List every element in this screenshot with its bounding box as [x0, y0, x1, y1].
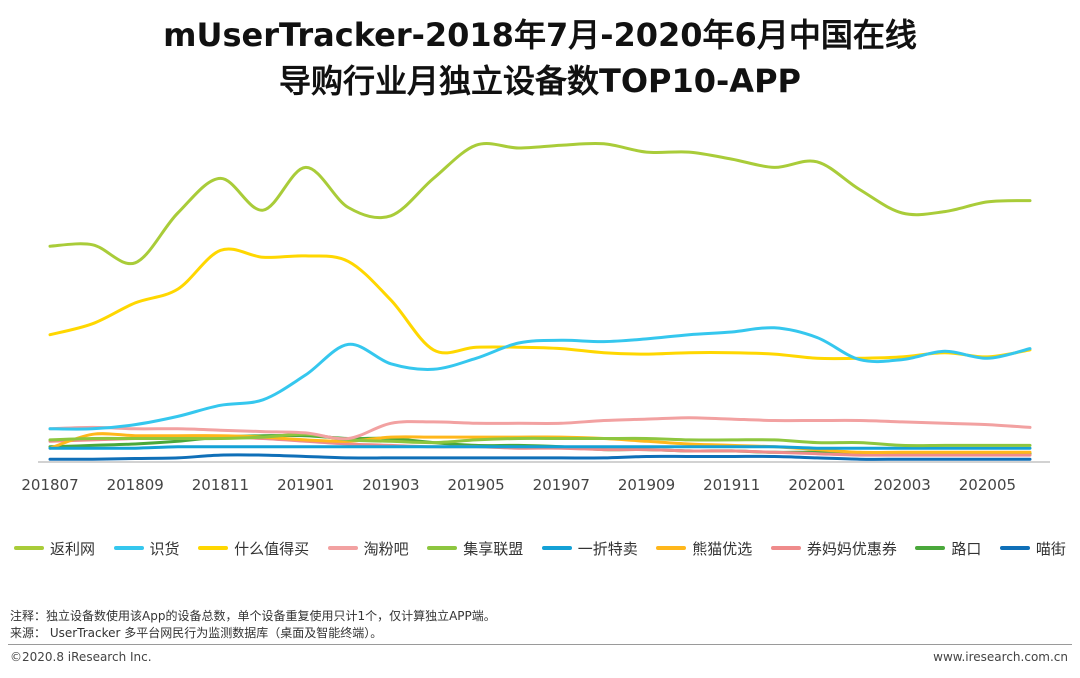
legend-item: 返利网: [14, 538, 95, 559]
legend-item: 喵街: [999, 538, 1066, 559]
legend-swatch: [999, 546, 1030, 550]
x-tick-label: 201911: [703, 476, 760, 494]
x-axis-ticks: 201807 201809 201811 201901 201903 201905 2019…: [21, 476, 1016, 494]
legend-item: 熊猫优选: [656, 538, 752, 559]
legend-item: 路口: [915, 538, 981, 559]
x-tick-label: 201903: [362, 476, 419, 494]
legend-swatch: [427, 546, 458, 550]
legend-label: 一折特卖: [577, 539, 638, 558]
legend-label: 返利网: [50, 539, 96, 558]
x-tick-label: 201909: [618, 476, 675, 494]
legend-item: 券妈妈优惠券: [770, 538, 897, 559]
legend-label: 券妈妈优惠券: [806, 539, 897, 558]
x-tick-label: 202003: [874, 476, 931, 494]
series-line-5: [48, 445, 1032, 450]
line-chart: 201807 201809 201811 201901 201903 201905 2019…: [21, 141, 1050, 494]
legend-label: 喵街: [1035, 539, 1066, 558]
legend-item: 什么值得买: [198, 538, 309, 559]
chart-legend: 返利网 识货 什么值得买 淘粉吧 集享联盟 一折特卖 熊猫优选 券妈妈优惠券 路口 喵街: [14, 534, 1066, 562]
series-line-9: [48, 453, 1032, 461]
legend-label: 识货: [149, 539, 180, 558]
legend-label: 淘粉吧: [363, 539, 409, 558]
series-line-4: [48, 432, 1032, 448]
chart-notes: 注释：独立设备数使用该App的设备总数，单个设备重复使用只计1个，仅计算独立AP…: [10, 608, 496, 642]
legend-swatch: [541, 546, 572, 550]
x-tick-label: 201905: [447, 476, 504, 494]
x-tick-label: 201809: [107, 476, 164, 494]
legend-item: 识货: [113, 538, 180, 559]
legend-item: 一折特卖: [541, 538, 638, 559]
legend-swatch: [14, 546, 44, 550]
copyright-text: ©2020.8 iResearch Inc.: [10, 650, 152, 664]
legend-swatch: [198, 546, 229, 550]
legend-swatch: [113, 546, 144, 550]
legend-item: 集享联盟: [427, 538, 523, 559]
legend-label: 路口: [951, 539, 982, 558]
series-line-3: [48, 416, 1032, 441]
series-layer: [48, 141, 1032, 461]
legend-label: 集享联盟: [463, 539, 524, 558]
x-tick-label: 201907: [533, 476, 590, 494]
chart-title: mUserTracker-2018年7月-2020年6月中国在线 导购行业月独立…: [0, 12, 1080, 104]
legend-label: 什么值得买: [234, 539, 310, 558]
x-tick-label: 201901: [277, 476, 334, 494]
note-line: 注释：独立设备数使用该App的设备总数，单个设备重复使用只计1个，仅计算独立AP…: [10, 609, 496, 623]
chart-title-line-2: 导购行业月独立设备数TOP10-APP: [279, 62, 801, 100]
legend-swatch: [327, 546, 358, 550]
legend-item: 淘粉吧: [327, 538, 409, 559]
x-tick-label: 201811: [192, 476, 249, 494]
x-tick-label: 202005: [959, 476, 1016, 494]
x-tick-label: 202001: [788, 476, 845, 494]
legend-swatch: [915, 546, 946, 550]
footer-divider: [8, 644, 1072, 645]
website-link[interactable]: www.iresearch.com.cn: [933, 650, 1068, 664]
legend-swatch: [656, 546, 687, 550]
source-line: 来源： UserTracker 多平台网民行为监测数据库（桌面及智能终端）。: [10, 626, 383, 640]
x-tick-label: 201807: [21, 476, 78, 494]
series-line-1: [48, 326, 1032, 431]
series-line-2: [48, 247, 1032, 361]
chart-title-line-1: mUserTracker-2018年7月-2020年6月中国在线: [163, 16, 917, 54]
series-line-0: [48, 141, 1032, 266]
legend-swatch: [770, 546, 801, 550]
legend-label: 熊猫优选: [692, 539, 753, 558]
